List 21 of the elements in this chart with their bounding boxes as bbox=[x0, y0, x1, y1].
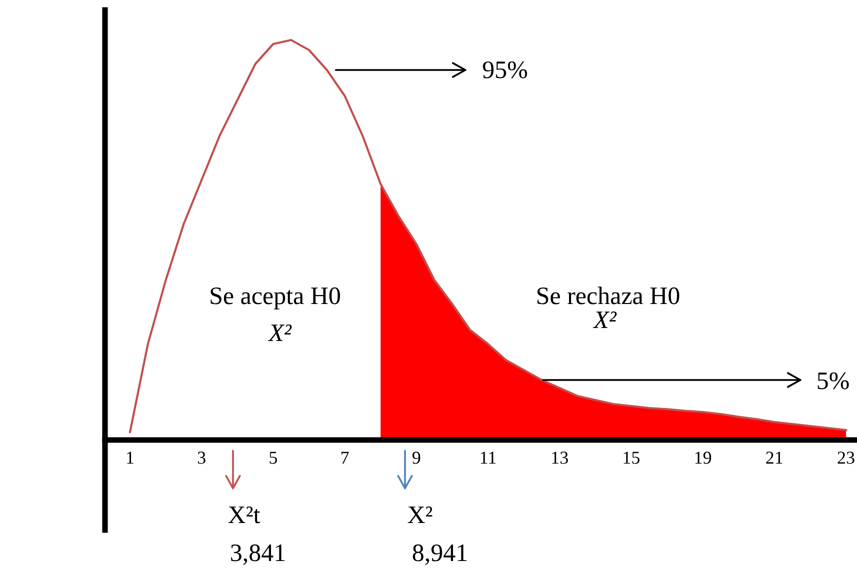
annotation: Se acepta H0 bbox=[210, 287, 340, 310]
x-tick-label: 23 bbox=[838, 452, 854, 464]
annotation: X² bbox=[268, 324, 292, 342]
annotation: Se rechaza H0 bbox=[537, 286, 680, 304]
text: 8,941 bbox=[412, 544, 467, 565]
x-tick-label: 3 bbox=[198, 452, 206, 464]
x-tick-label: 11 bbox=[480, 452, 496, 464]
text: 3,841 bbox=[231, 544, 285, 565]
annotation: 95% bbox=[482, 61, 528, 78]
x-tick-label: 9 bbox=[412, 452, 420, 464]
text: X² bbox=[408, 506, 432, 524]
x-tick-label: 7 bbox=[341, 452, 349, 464]
x-tick-label: 15 bbox=[624, 452, 640, 464]
annotation: 5% bbox=[818, 372, 849, 390]
x-tick-label: 1 bbox=[127, 452, 134, 464]
text: X²t bbox=[228, 506, 260, 524]
x-tick-label: 19 bbox=[695, 452, 712, 464]
x-tick-label: 13 bbox=[552, 452, 568, 464]
annotation: X² bbox=[592, 312, 617, 328]
x-tick-label: 5 bbox=[270, 452, 278, 464]
x-tick-label: 21 bbox=[766, 452, 782, 464]
